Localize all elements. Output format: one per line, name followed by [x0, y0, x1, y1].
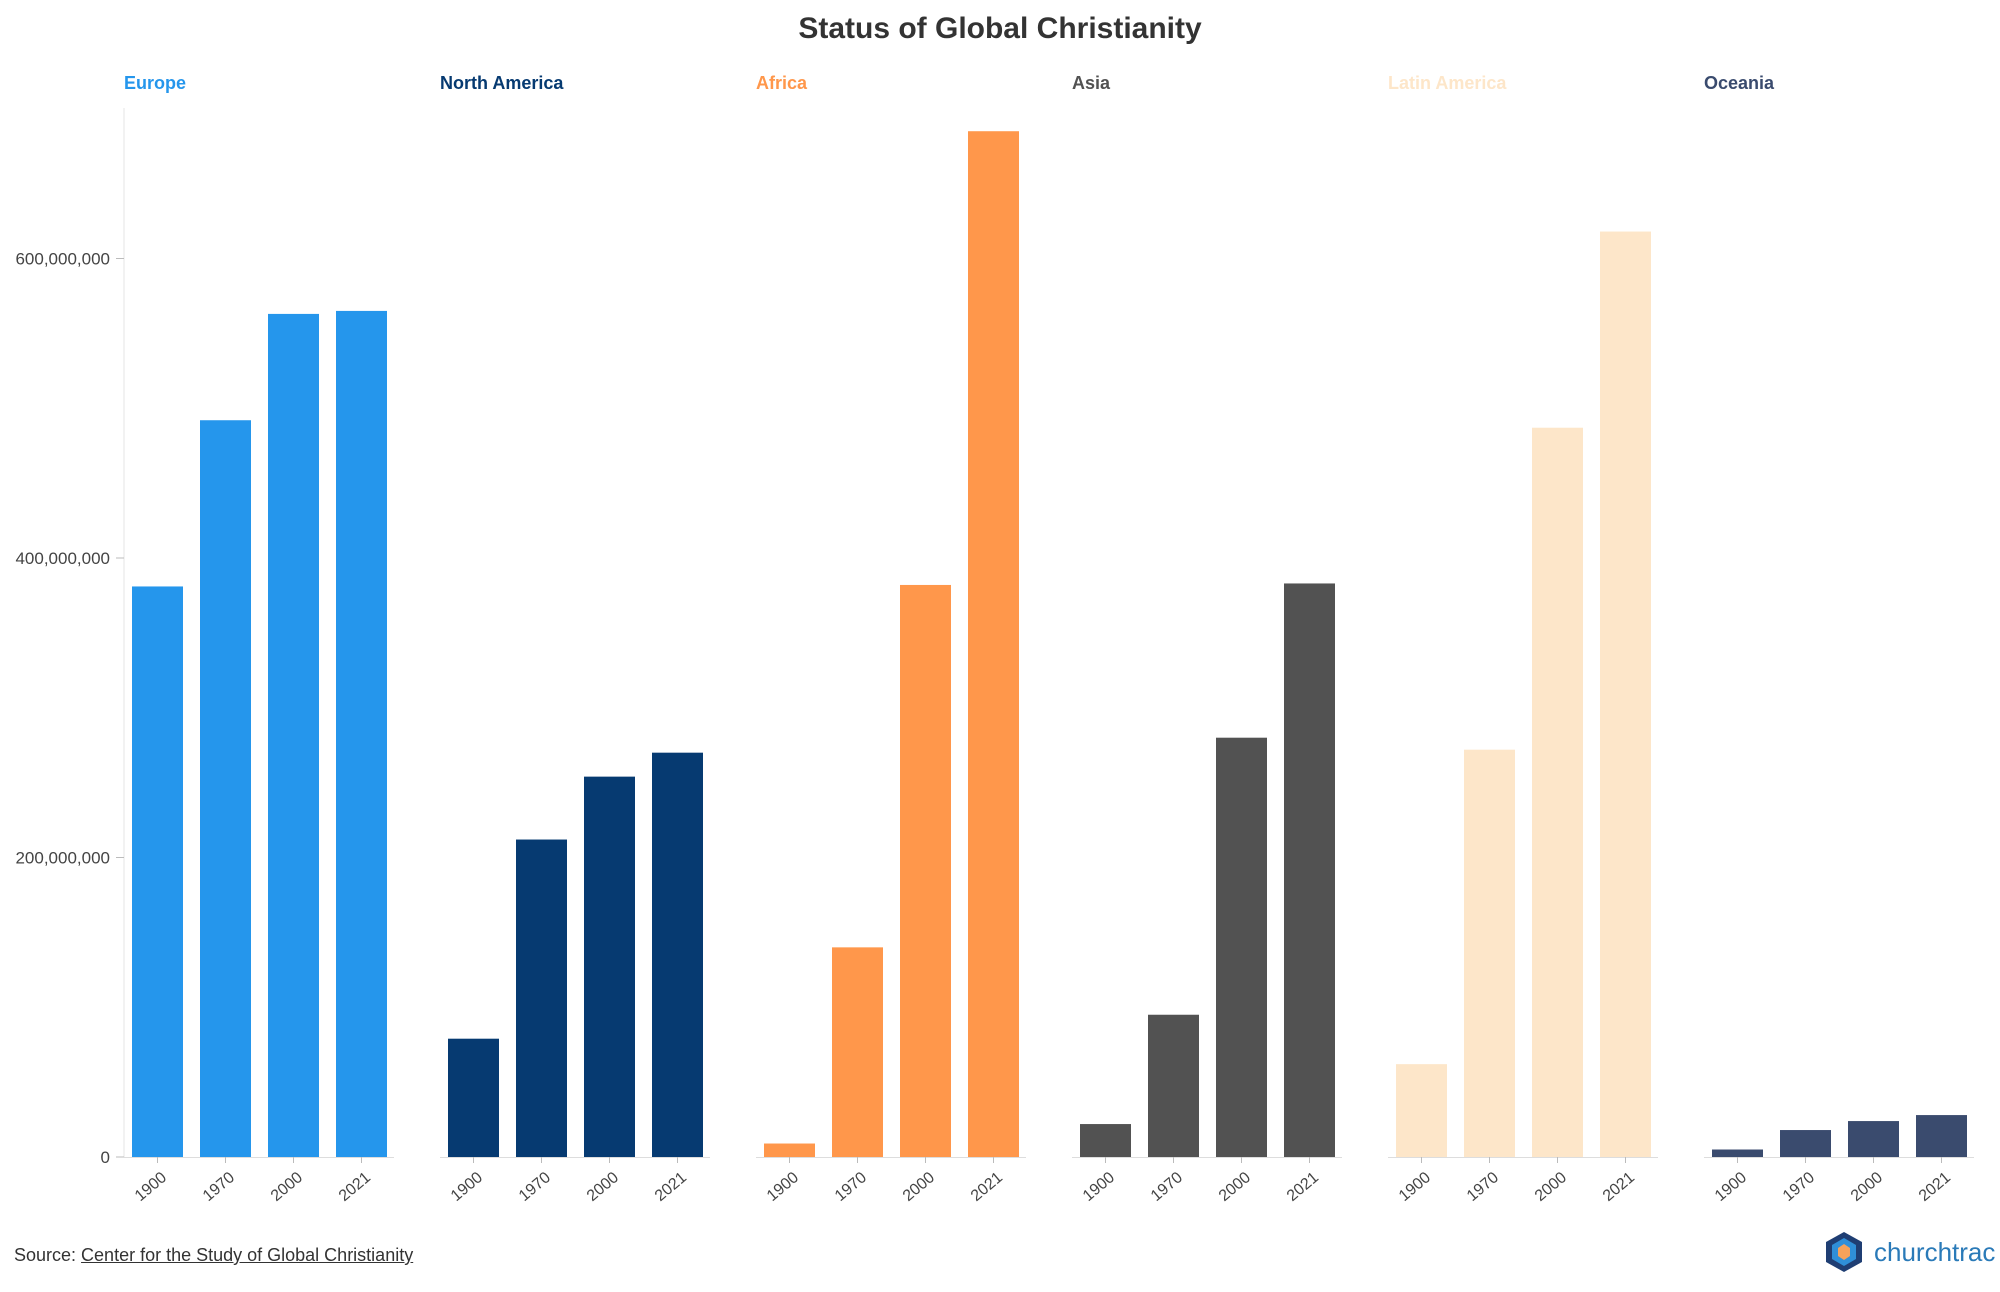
bar-asia-2021[interactable] [1284, 583, 1335, 1157]
x-tick-label: 2000 [268, 1169, 306, 1205]
x-tick-label: 2021 [652, 1169, 690, 1205]
x-tick-label: 2021 [968, 1169, 1006, 1205]
x-tick-label: 1900 [1080, 1169, 1118, 1205]
bar-oceania-2000[interactable] [1848, 1121, 1899, 1157]
bar-north-america-1900[interactable] [448, 1038, 499, 1157]
panel-title-latin-america: Latin America [1388, 73, 1507, 93]
panel-title-europe: Europe [124, 73, 186, 93]
x-tick-label: 2000 [584, 1169, 622, 1205]
churchtrac-logo[interactable]: churchtrac [1822, 1230, 1995, 1274]
x-tick-label: 1970 [1148, 1169, 1186, 1205]
bar-asia-2000[interactable] [1216, 737, 1267, 1157]
bar-europe-1900[interactable] [132, 586, 183, 1157]
logo-text: churchtrac [1874, 1236, 1996, 1267]
bar-latin-america-1900[interactable] [1396, 1064, 1447, 1157]
chart-title: Status of Global Christianity [798, 12, 1202, 45]
x-tick-label: 1970 [1464, 1169, 1502, 1205]
x-tick-label: 2000 [1216, 1169, 1254, 1205]
panel-title-north-america: North America [440, 73, 564, 93]
bar-asia-1900[interactable] [1080, 1124, 1131, 1157]
x-tick-label: 2021 [1600, 1169, 1638, 1205]
bar-north-america-2021[interactable] [652, 752, 703, 1157]
x-tick-label: 2000 [900, 1169, 938, 1205]
source-prefix: Source: [14, 1245, 82, 1265]
bar-oceania-2021[interactable] [1916, 1115, 1967, 1157]
x-tick-label: 1900 [764, 1169, 802, 1205]
x-tick-label: 1970 [516, 1169, 554, 1205]
bar-latin-america-2000[interactable] [1532, 427, 1583, 1157]
x-tick-label: 2021 [1284, 1169, 1322, 1205]
x-tick-label: 1900 [448, 1169, 486, 1205]
x-tick-label: 1970 [1780, 1169, 1818, 1205]
y-tick-label: 600,000,000 [15, 250, 110, 269]
panel-title-oceania: Oceania [1704, 73, 1775, 93]
x-tick-label: 2021 [336, 1169, 374, 1205]
bar-africa-1970[interactable] [832, 947, 883, 1157]
bar-north-america-2000[interactable] [584, 776, 635, 1157]
bar-africa-2021[interactable] [968, 131, 1019, 1157]
bar-oceania-1900[interactable] [1712, 1149, 1763, 1157]
bar-africa-2000[interactable] [900, 584, 951, 1157]
bar-africa-1900[interactable] [764, 1143, 815, 1157]
x-tick-label: 2000 [1532, 1169, 1570, 1205]
source-note: Source: Center for the Study of Global C… [14, 1245, 413, 1266]
source-link[interactable]: Center for the Study of Global Christian… [81, 1245, 414, 1265]
bar-north-america-1970[interactable] [516, 839, 567, 1157]
x-tick-label: 2021 [1916, 1169, 1954, 1205]
bar-latin-america-1970[interactable] [1464, 749, 1515, 1157]
bar-oceania-1970[interactable] [1780, 1130, 1831, 1157]
bar-europe-1970[interactable] [200, 420, 251, 1158]
x-tick-label: 1970 [832, 1169, 870, 1205]
bars-layer [132, 131, 1967, 1158]
y-tick-label: 0 [101, 1148, 110, 1167]
churchtrac-logo-icon [1826, 1232, 1862, 1272]
panel-title-africa: Africa [756, 73, 808, 93]
x-tick-label: 1900 [1712, 1169, 1750, 1205]
x-tick-label: 2000 [1848, 1169, 1886, 1205]
bar-europe-2000[interactable] [268, 313, 319, 1158]
bar-latin-america-2021[interactable] [1600, 231, 1651, 1158]
bar-europe-2021[interactable] [336, 310, 387, 1158]
panel-title-asia: Asia [1072, 73, 1111, 93]
x-tick-label: 1900 [132, 1169, 170, 1205]
bar-asia-1970[interactable] [1148, 1014, 1199, 1157]
y-tick-label: 200,000,000 [15, 849, 110, 868]
x-tick-label: 1900 [1396, 1169, 1434, 1205]
y-tick-label: 400,000,000 [15, 549, 110, 568]
x-tick-label: 1970 [200, 1169, 238, 1205]
